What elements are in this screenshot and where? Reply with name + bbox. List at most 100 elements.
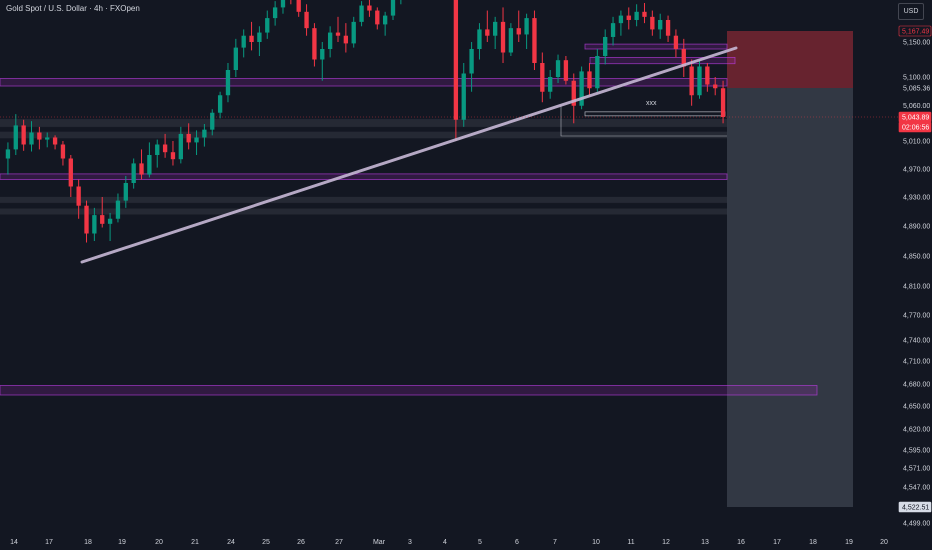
candle-body [548, 77, 553, 92]
y-axis-tick-label: 4,710.00 [903, 359, 930, 366]
support-band [0, 208, 728, 215]
candle-body [327, 32, 333, 49]
candle-body [335, 32, 341, 36]
candle-body [100, 215, 105, 224]
candle-body [210, 112, 215, 130]
candle-body [516, 28, 521, 35]
support-band [0, 196, 728, 204]
support-band [0, 131, 728, 139]
candle-body [665, 19, 671, 36]
price-tag-label: 5,167.49 [902, 29, 929, 36]
candle-body [123, 183, 128, 201]
candle-body [194, 137, 199, 143]
y-axis-tick-label: 4,970.00 [903, 167, 930, 174]
candle-body [390, 0, 396, 16]
price-tag-label: 5,043.89 [902, 115, 929, 122]
x-axis-tick-label: 5 [478, 539, 482, 546]
candle-body [343, 35, 349, 44]
x-axis-tick-label: 3 [408, 539, 412, 546]
candle-body [461, 73, 466, 120]
candle-body [257, 32, 262, 42]
candle-body [21, 125, 26, 145]
y-axis-tick-label: 5,150.00 [903, 40, 930, 47]
candle-body [713, 84, 718, 89]
y-axis-tick-label: 4,740.00 [903, 338, 930, 345]
candle-body [304, 11, 309, 29]
candle-body [320, 49, 325, 60]
candle-body [524, 18, 529, 35]
candle-body [68, 158, 73, 187]
y-axis-tick-label: 5,010.00 [903, 139, 930, 146]
candle-body [626, 15, 631, 20]
candle-body [5, 149, 11, 159]
x-axis-tick-label: 6 [515, 539, 519, 546]
candle-body [249, 35, 254, 42]
candle-body [705, 66, 710, 85]
candle-body [469, 49, 474, 74]
candle-body [217, 95, 223, 113]
candle-body [587, 71, 592, 89]
candle-body [532, 18, 537, 63]
price-tag [898, 501, 932, 513]
x-axis-tick-label: 27 [335, 539, 343, 546]
x-axis-tick-label: 18 [84, 539, 92, 546]
candle-body [296, 0, 301, 12]
candle-body [84, 205, 89, 234]
chart-title: Gold Spot / U.S. Dollar · 4h · FXOpen [6, 4, 140, 13]
trendline[interactable] [80, 46, 738, 264]
y-axis-tick-label: 4,571.00 [903, 466, 930, 473]
candle-body [139, 163, 144, 175]
x-axis-tick-label: Mar [373, 539, 386, 546]
candle-body [178, 133, 183, 160]
candle-body [382, 15, 388, 25]
candle-body [500, 21, 506, 53]
y-axis-tick-label: 4,930.00 [903, 195, 930, 202]
candle-body [272, 7, 278, 19]
x-axis-tick-label: 16 [737, 539, 745, 546]
y-axis-tick-label: 4,499.00 [903, 521, 930, 528]
x-axis-tick-label: 26 [297, 539, 305, 546]
measure-label: xxx [646, 100, 657, 107]
candle-body [673, 35, 679, 49]
support-band [0, 118, 728, 128]
y-axis-tick-label: 4,650.00 [903, 404, 930, 411]
price-tag-label: 4,522.51 [902, 505, 929, 512]
y-axis-tick-label: 5,100.00 [903, 75, 930, 82]
resistance-zone [589, 57, 736, 65]
candle-body [697, 66, 702, 96]
y-axis-tick-label: 4,547.00 [903, 485, 930, 492]
candle-body [29, 132, 34, 145]
candle-body [571, 80, 576, 106]
x-axis-tick-label: 11 [627, 539, 634, 546]
y-axis-tick-label: 4,770.00 [903, 313, 930, 320]
candle-body [37, 132, 42, 140]
candle-body [555, 60, 561, 77]
x-axis-tick-label: 21 [191, 539, 199, 546]
currency-button[interactable]: USD [898, 3, 924, 20]
candle-body [650, 16, 655, 30]
candle-body [76, 186, 81, 206]
candle-body [233, 47, 238, 70]
x-axis-tick-label: 19 [118, 539, 126, 546]
candle-body [241, 35, 246, 48]
candle-body [115, 200, 121, 219]
candle-body [579, 71, 584, 106]
candle-body [265, 18, 270, 33]
candle-body [202, 129, 207, 138]
candle-body [618, 15, 624, 24]
x-axis-tick-label: 14 [10, 539, 18, 546]
x-axis-tick-label: 17 [773, 539, 781, 546]
candle-body [92, 215, 97, 234]
price-tag [898, 25, 932, 37]
x-axis-tick-label: 13 [701, 539, 709, 546]
candle-body [280, 0, 286, 8]
y-axis-tick-label: 4,890.00 [903, 224, 930, 231]
y-axis-tick-label: 5,085.36 [903, 86, 930, 93]
candle-body [186, 133, 191, 143]
candle-body [359, 5, 364, 22]
candle-body [107, 218, 113, 224]
candle-body [477, 29, 482, 49]
candle-body [508, 28, 514, 53]
